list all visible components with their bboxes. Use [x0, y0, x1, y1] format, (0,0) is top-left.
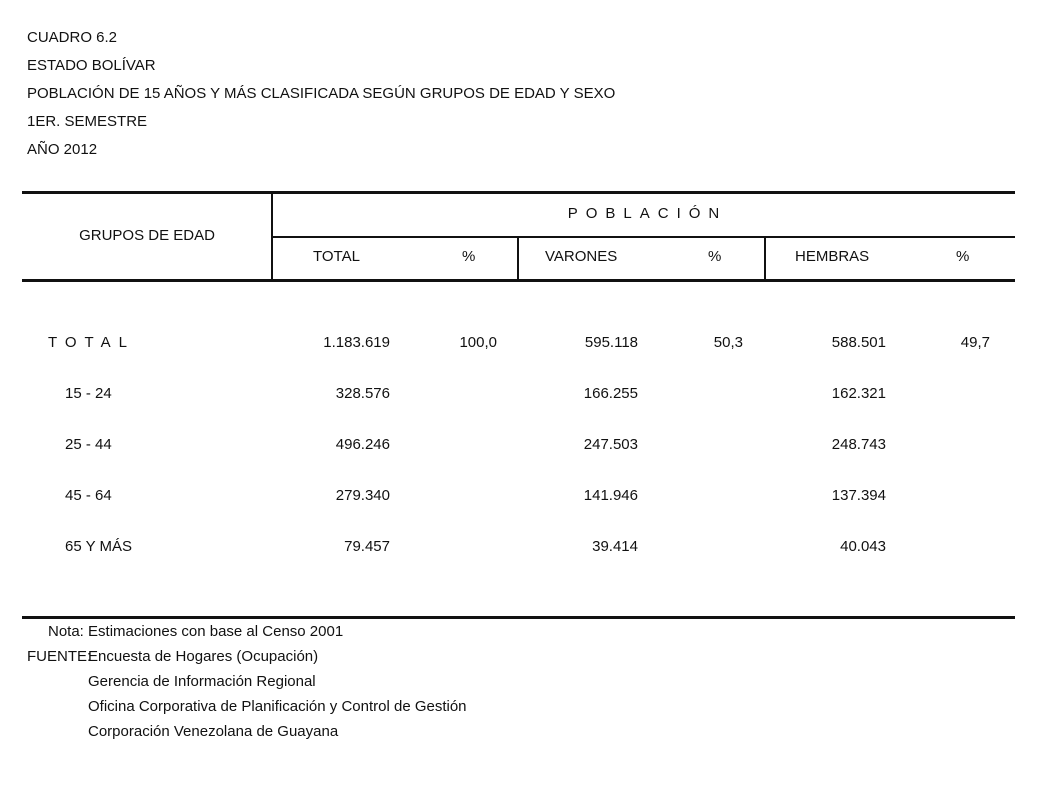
table-cell: 328.576 [335, 385, 390, 402]
title-line: POBLACIÓN DE 15 AÑOS Y MÁS CLASIFICADA S… [27, 85, 616, 102]
column-header: VARONES [545, 248, 618, 265]
table-cell: 141.946 [583, 487, 638, 504]
source-line: Corporación Venezolana de Guayana [88, 723, 339, 740]
table-bottom-rule [22, 616, 1015, 619]
source-line: Encuesta de Hogares (Ocupación) [88, 648, 319, 665]
table-cell: 49,7 [960, 334, 990, 351]
row-label: 25 - 44 [65, 436, 112, 453]
column-header: % [708, 248, 722, 265]
table-cell: 247.503 [583, 436, 638, 453]
column-divider [271, 192, 273, 281]
table-cell: 496.246 [335, 436, 390, 453]
table-cell: 100,0 [459, 334, 497, 351]
table-cell: 1.183.619 [323, 334, 390, 351]
table-cell: 279.340 [335, 487, 390, 504]
title-line: ESTADO BOLÍVAR [27, 57, 156, 74]
row-header: GRUPOS DE EDAD [79, 227, 215, 244]
table-cell: 50,3 [713, 334, 743, 351]
column-header: HEMBRAS [795, 248, 870, 265]
source-line: Oficina Corporativa de Planificación y C… [88, 698, 467, 715]
title-line: 1ER. SEMESTRE [27, 113, 148, 130]
table-cell: 79.457 [344, 538, 390, 555]
column-divider [517, 237, 519, 281]
table-cell: 162.321 [831, 385, 886, 402]
column-header: % [956, 248, 970, 265]
table-top-rule [22, 191, 1015, 194]
column-divider [764, 237, 766, 281]
group-header: POBLACIÓN [567, 205, 728, 222]
note: Nota: Estimaciones con base al Censo 200… [48, 623, 344, 640]
table-cell: 166.255 [583, 385, 638, 402]
column-header: TOTAL [313, 248, 360, 265]
group-rule [272, 236, 1015, 238]
row-label: 65 Y MÁS [65, 538, 132, 555]
table-cell: 595.118 [584, 334, 638, 351]
row-label: TOTAL [48, 334, 135, 351]
title-line: AÑO 2012 [27, 141, 98, 158]
source-line: Gerencia de Información Regional [88, 673, 316, 690]
column-header: % [462, 248, 476, 265]
title-line: CUADRO 6.2 [27, 29, 118, 46]
table-cell: 248.743 [831, 436, 886, 453]
table-cell: 39.414 [592, 538, 638, 555]
source-label: FUENTE: [27, 648, 92, 665]
table-cell: 137.394 [831, 487, 886, 504]
row-label: 15 - 24 [65, 385, 112, 402]
row-label: 45 - 64 [65, 487, 112, 504]
table-cell: 588.501 [831, 334, 886, 351]
table-cell: 40.043 [840, 538, 886, 555]
